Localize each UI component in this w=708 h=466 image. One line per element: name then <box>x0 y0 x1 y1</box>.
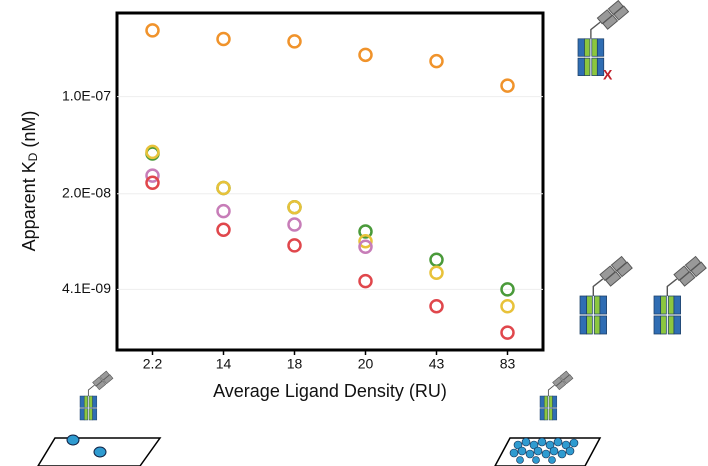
marker <box>431 300 443 312</box>
marker <box>502 80 514 92</box>
marker <box>431 55 443 67</box>
x-tick-label: 20 <box>358 356 374 372</box>
x-tick-label: 18 <box>287 356 303 372</box>
marker <box>431 254 443 266</box>
chart: Average Ligand Density (RU) Apparent KD … <box>0 0 708 466</box>
marker <box>289 201 301 213</box>
x-tick-label: 43 <box>429 356 445 372</box>
y-label-sub: D <box>26 152 40 161</box>
y-tick-label: 1.0E-07 <box>62 87 111 103</box>
marker <box>218 33 230 45</box>
marker <box>289 219 301 231</box>
marker <box>218 224 230 236</box>
marker <box>289 35 301 47</box>
marker <box>502 300 514 312</box>
plot-frame <box>117 13 543 350</box>
marker <box>218 205 230 217</box>
annotation: X <box>603 67 613 83</box>
icon-bottom-right <box>495 371 600 466</box>
marker <box>218 182 230 194</box>
y-tick-label: 4.1E-09 <box>62 280 111 296</box>
marker <box>502 327 514 339</box>
marker <box>431 267 443 279</box>
x-tick-label: 83 <box>500 356 516 372</box>
x-axis-label: Average Ligand Density (RU) <box>213 381 447 401</box>
y-label-part: (nM) <box>19 111 39 153</box>
icon-mid <box>580 257 706 334</box>
x-tick-label: 14 <box>216 356 232 372</box>
marker <box>147 24 159 36</box>
icon-top <box>578 1 629 76</box>
y-axis-label: Apparent KD (nM) <box>19 111 40 252</box>
marker <box>360 49 372 61</box>
marker <box>289 239 301 251</box>
icon-bottom-left <box>38 371 160 466</box>
y-tick-label: 2.0E-08 <box>62 184 111 200</box>
y-label-part: Apparent K <box>19 161 39 251</box>
marker <box>360 275 372 287</box>
x-tick-label: 2.2 <box>143 356 163 372</box>
